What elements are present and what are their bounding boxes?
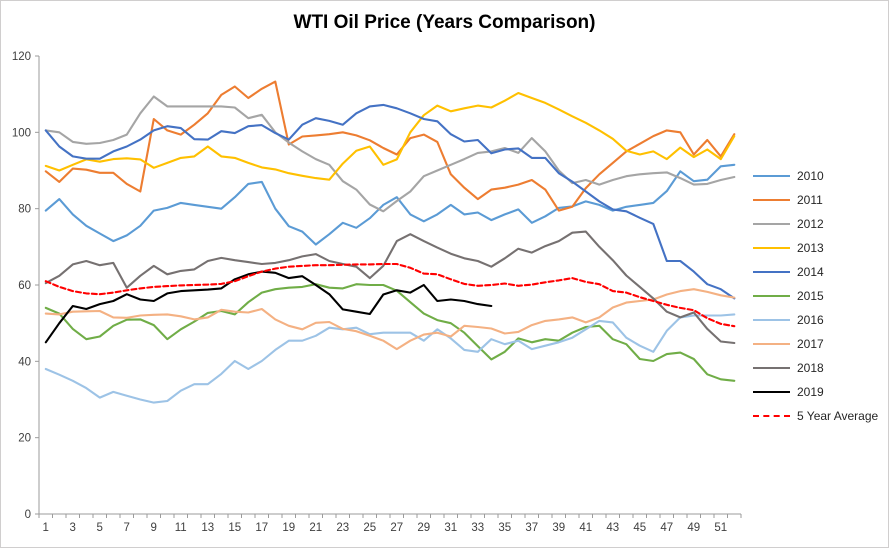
x-tick-label: 21 [309,522,322,534]
legend-line-swatch-2010 [753,175,790,177]
series-line-2011 [44,80,736,212]
x-tick-label: 51 [714,522,727,534]
x-tick-label: 39 [552,522,565,534]
x-tick-label: 3 [70,522,76,534]
x-tick-label: 43 [606,522,619,534]
x-tick-label: 11 [175,522,187,534]
x-tick-label: 7 [124,522,130,534]
x-tick-label: 27 [390,522,403,534]
legend-item-2012: 2012 [753,212,878,236]
y-tick-label: 20 [18,433,31,445]
series-line-2012 [44,95,736,213]
x-tick-label: 13 [201,522,214,534]
series-line-2013 [44,91,736,181]
legend-item-2013: 2013 [753,236,878,260]
x-tick-label: 35 [498,522,511,534]
legend-label: 2014 [797,265,824,279]
x-tick-label: 49 [687,522,700,534]
x-tick-label: 37 [525,522,538,534]
legend-line-swatch-2019 [753,391,790,393]
legend-item-2014: 2014 [753,260,878,284]
legend-item-2017: 2017 [753,332,878,356]
legend-label: 2013 [797,241,824,255]
legend-line-swatch-5-year-average [753,415,790,417]
series-line-2018 [44,230,736,345]
y-tick-label: 80 [18,204,31,216]
legend-item-5-year-average: 5 Year Average [753,404,878,428]
legend-item-2010: 2010 [753,164,878,188]
legend-line-swatch-2014 [753,271,790,273]
x-tick-label: 1 [43,522,49,534]
legend-item-2011: 2011 [753,188,878,212]
x-tick-label: 29 [417,522,430,534]
legend-label: 2012 [797,217,824,231]
x-tick-label: 31 [444,522,457,534]
series-line-2017 [44,288,736,351]
legend-line-swatch-2017 [753,343,790,345]
x-tick-label: 23 [336,522,349,534]
x-tick-label: 5 [97,522,103,534]
y-tick-label: 60 [18,280,31,292]
legend-line-swatch-2018 [753,367,790,369]
legend-line-swatch-2016 [753,319,790,321]
series-line-2015 [44,283,736,382]
series-line-2014 [44,103,736,300]
legend-line-swatch-2011 [753,199,790,201]
legend-label: 2018 [797,361,824,375]
x-tick-label: 41 [579,522,592,534]
legend-item-2016: 2016 [753,308,878,332]
legend-item-2019: 2019 [753,380,878,404]
x-tick-label: 17 [255,522,268,534]
legend-line-swatch-2012 [753,223,790,225]
y-tick-label: 120 [12,51,31,63]
y-tick-label: 40 [18,356,31,368]
legend-label: 2011 [797,193,823,207]
series-line-2010 [44,163,736,246]
legend: 2010 2011 2012 2013 2014 2015 2016 2017 … [753,164,878,428]
legend-label: 2015 [797,289,824,303]
y-tick-label: 100 [12,127,31,139]
legend-label: 2010 [797,169,824,183]
series-line-2019 [44,270,493,344]
legend-label: 2019 [797,385,824,399]
series-line-2016 [44,313,736,404]
chart-title: WTI Oil Price (Years Comparison) [293,12,596,33]
legend-label: 2016 [797,313,824,327]
x-tick-label: 25 [363,522,376,534]
x-tick-label: 45 [633,522,646,534]
legend-label: 5 Year Average [797,409,879,423]
y-tick-label: 0 [25,509,31,521]
legend-item-2018: 2018 [753,356,878,380]
legend-item-2015: 2015 [753,284,878,308]
x-tick-label: 33 [471,522,484,534]
legend-line-swatch-2015 [753,295,790,297]
x-tick-label: 47 [660,522,673,534]
series-line-5-year-average [44,262,736,328]
x-tick-label: 9 [151,522,157,534]
x-tick-label: 15 [228,522,241,534]
x-tick-label: 19 [282,522,295,534]
legend-line-swatch-2013 [753,247,790,249]
legend-label: 2017 [797,337,824,351]
